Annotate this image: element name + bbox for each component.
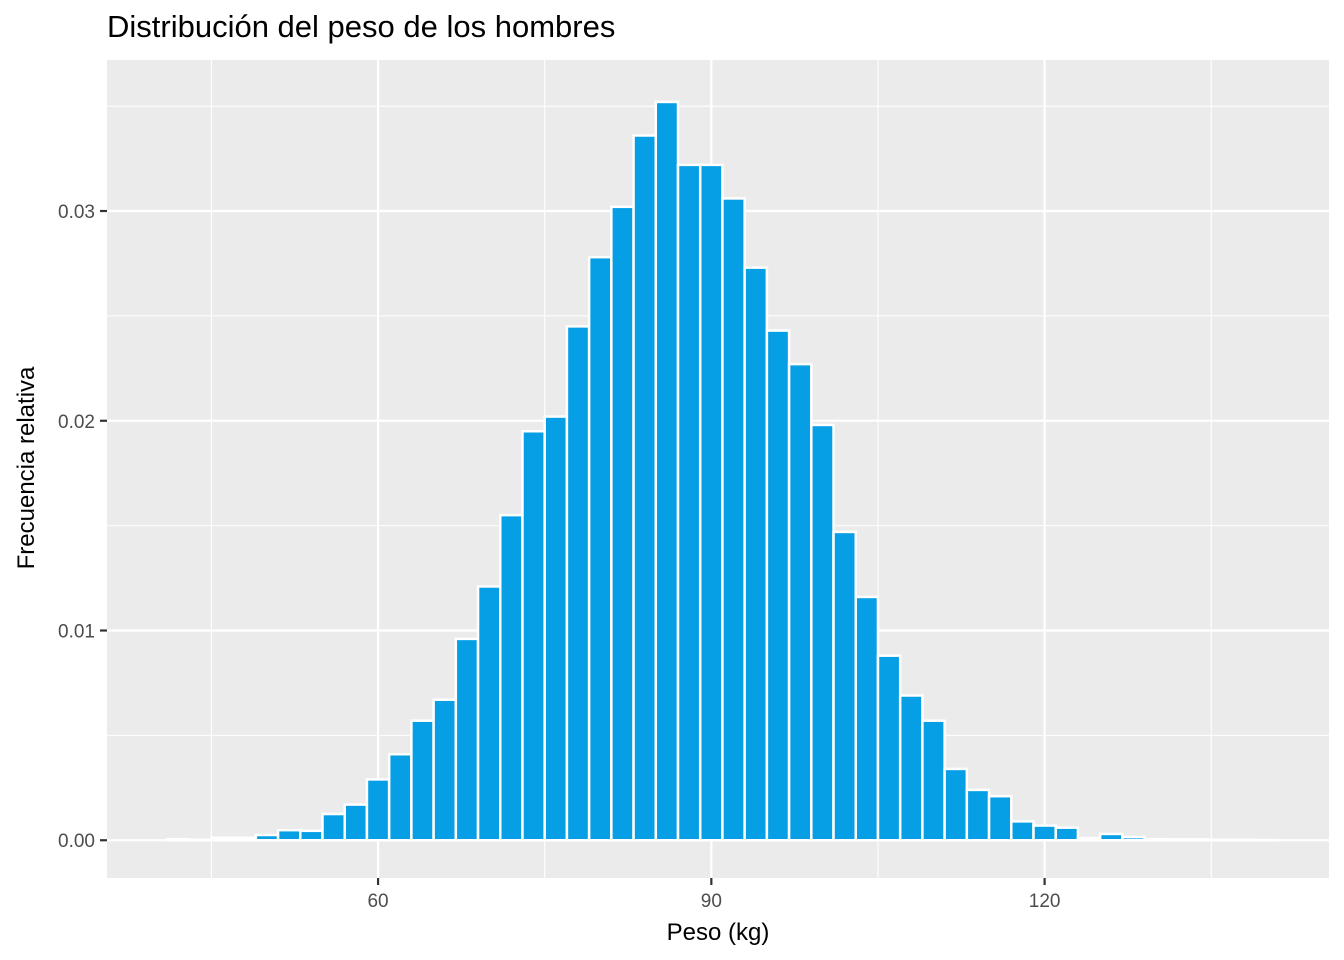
y-tick-label: 0.02: [58, 412, 95, 433]
histogram-bar: [1098, 832, 1124, 842]
histogram-bar: [1187, 838, 1213, 842]
histogram-bar: [965, 788, 991, 842]
histogram-bar: [654, 100, 680, 842]
histogram-bar: [1165, 838, 1191, 842]
x-tick-label: 90: [701, 891, 722, 912]
x-axis: 60 90 120: [367, 878, 1060, 912]
x-tick-label: 120: [1029, 891, 1061, 912]
histogram-bar: [876, 654, 902, 842]
histogram-bar: [1076, 836, 1102, 842]
histogram-bar: [276, 828, 302, 842]
histogram-bar: [698, 163, 724, 842]
histogram-bar: [343, 803, 369, 842]
histogram-bar: [299, 829, 324, 842]
histogram-bar: [165, 837, 191, 842]
histogram-bar: [587, 255, 613, 842]
histogram-bar: [476, 585, 502, 842]
histogram-bar: [432, 698, 458, 842]
y-tick-label: 0.01: [58, 622, 95, 643]
histogram-bar: [898, 694, 924, 842]
x-axis-title: Peso (kg): [667, 919, 770, 946]
histogram-bar: [921, 719, 946, 842]
histogram-bar: [365, 778, 391, 842]
histogram-bar: [1121, 835, 1146, 842]
histogram-bar: [1010, 820, 1035, 842]
histogram-bar: [743, 266, 769, 842]
histogram-bar: [987, 794, 1013, 842]
histogram-bar: [387, 753, 413, 842]
histogram-bar: [454, 637, 480, 842]
histogram-bar: [765, 329, 791, 842]
histogram-bars: [165, 100, 1280, 842]
histogram-bar: [410, 719, 435, 842]
histogram-bar: [832, 530, 858, 842]
x-tick-label: 60: [367, 891, 388, 912]
histogram-bar: [810, 423, 835, 842]
histogram-bar: [1032, 824, 1057, 842]
histogram-bar: [499, 513, 524, 842]
histogram-bar: [854, 595, 880, 842]
histogram-bar: [321, 812, 346, 842]
histogram-bar: [565, 325, 591, 842]
y-axis-title: Frecuencia relativa: [13, 366, 40, 569]
histogram-bar: [210, 836, 235, 842]
y-tick-label: 0.03: [58, 202, 95, 223]
y-axis: 0.00 0.01 0.02 0.03: [58, 202, 107, 852]
histogram-bar: [254, 833, 280, 842]
histogram-bar: [787, 362, 813, 842]
histogram-bar: [632, 134, 658, 842]
histogram-bar: [721, 197, 746, 842]
histogram-bar: [232, 836, 258, 842]
histogram-bar: [543, 415, 569, 842]
histogram-bar: [1054, 826, 1080, 842]
histogram-bar: [676, 163, 702, 842]
histogram-bar: [521, 429, 546, 842]
y-tick-label: 0.00: [58, 831, 95, 852]
histogram-bar: [943, 767, 969, 842]
chart-title: Distribución del peso de los hombres: [107, 9, 615, 44]
histogram-bar: [1143, 837, 1169, 842]
histogram-bar: [610, 205, 635, 842]
